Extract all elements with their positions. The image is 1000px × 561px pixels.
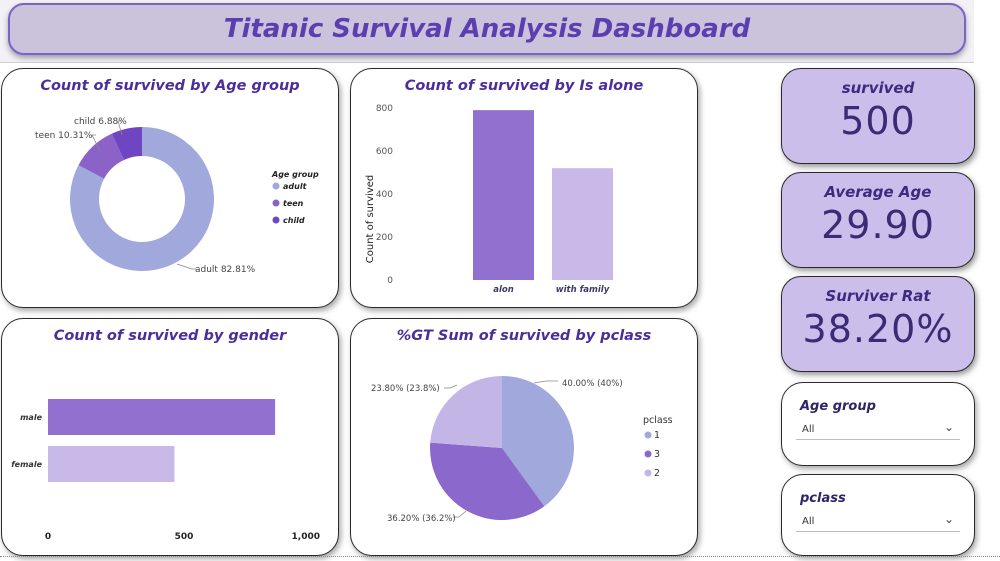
donut-data-label-adult: adult 82.81% — [195, 265, 256, 275]
page-bottom-border — [0, 556, 1000, 557]
pie-slice-pclass-1[interactable] — [502, 376, 574, 507]
pclass-slicer-label: pclass — [800, 491, 846, 506]
legend-item-pclass-3[interactable]: 3 — [654, 449, 660, 460]
donut-data-label-teen: teen 10.31% — [35, 131, 93, 141]
age-group-dropdown[interactable]: All ⌄ — [796, 419, 960, 440]
y-tick-label: 400 — [376, 190, 393, 200]
age-group-legend-title: Age group — [271, 170, 319, 179]
bar-male[interactable] — [48, 399, 276, 435]
kpi-survived-card: survived 500 — [781, 68, 975, 164]
donut-slice-adult[interactable] — [70, 127, 214, 271]
x-tick-label: alon — [493, 285, 514, 295]
kpi-average-age-value: 29.90 — [821, 203, 935, 247]
age-group-donut-chart: adult 82.81% teen 10.31% child 6.88% Age g… — [35, 117, 319, 275]
legend-marker-pclass-3 — [644, 450, 652, 458]
y-tick-label: male — [20, 413, 42, 422]
kpi-survived-value: 500 — [840, 99, 916, 143]
age-group-slicer: Age group All ⌄ — [781, 382, 975, 466]
dashboard-title-bar: Titanic Survival Analysis Dashboard — [8, 3, 966, 55]
legend-marker-adult — [272, 182, 280, 190]
kpi-survival-rate-value: 38.20% — [802, 307, 954, 351]
y-tick-label: 0 — [387, 276, 393, 286]
pie-data-label-pclass-2: 23.80% (23.8%) — [371, 384, 440, 394]
y-tick-label: 600 — [376, 147, 393, 157]
age-group-chart-card: Count of survived by Age group adult 82.… — [1, 68, 339, 308]
kpi-average-age-label: Average Age — [824, 183, 932, 201]
donut-leader-line — [117, 120, 123, 136]
is-alone-chart-card: Count of survived by Is alone 0 200 400 600… — [350, 68, 698, 308]
age-group-dropdown-value: All — [802, 424, 815, 435]
pclass-dropdown[interactable]: All ⌄ — [796, 511, 960, 532]
bar-female[interactable] — [48, 446, 175, 482]
legend-item-pclass-1[interactable]: 1 — [654, 430, 660, 441]
pclass-pie-chart: 40.00% (40%) 36.20% (36.2%) 23.80% (23.8%)… — [371, 376, 673, 524]
donut-slice-teen[interactable] — [78, 133, 124, 179]
pclass-legend-title: pclass — [643, 415, 673, 426]
donut-leader-line — [176, 263, 196, 270]
pclass-slicer: pclass All ⌄ — [781, 474, 975, 556]
gender-chart-title: Count of survived by gender — [53, 328, 287, 344]
age-group-slicer-label: Age group — [800, 399, 876, 414]
donut-leader-line — [91, 134, 101, 152]
pie-leader-line — [444, 384, 458, 389]
legend-item-pclass-2[interactable]: 2 — [654, 468, 660, 479]
kpi-average-age-card: Average Age 29.90 — [781, 172, 975, 268]
kpi-survival-rate-label: Surviver Rat — [825, 287, 931, 305]
is-alone-y-axis-label: Count of survived — [365, 175, 376, 263]
kpi-survived-label: survived — [841, 79, 915, 97]
x-tick-label: 1,000 — [292, 532, 320, 542]
legend-marker-teen — [272, 199, 280, 207]
chevron-down-icon: ⌄ — [943, 420, 954, 434]
is-alone-bar-chart: 0 200 400 600 800 Count of survived alon with… — [365, 104, 613, 295]
dashboard-title: Titanic Survival Analysis Dashboard — [223, 14, 751, 44]
pclass-dropdown-value: All — [802, 516, 815, 527]
legend-item-teen[interactable]: teen — [283, 199, 304, 208]
pie-leader-line — [533, 380, 558, 384]
age-group-chart-title: Count of survived by Age group — [40, 78, 300, 94]
legend-marker-pclass-2 — [644, 469, 652, 477]
x-tick-label: 500 — [175, 532, 194, 542]
donut-data-label-child: child 6.88% — [74, 117, 127, 127]
x-tick-label: 0 — [45, 532, 51, 542]
gender-chart-card: Count of survived by gender male female 0… — [1, 318, 339, 556]
x-tick-label: with family — [556, 285, 610, 295]
pie-slice-pclass-3[interactable] — [430, 442, 545, 520]
bar-alon[interactable] — [473, 110, 534, 281]
legend-marker-child — [272, 216, 280, 224]
pclass-chart-title: %GT Sum of survived by pclass — [396, 328, 652, 344]
y-tick-label: 800 — [376, 104, 393, 114]
bar-with-family[interactable] — [552, 168, 613, 280]
pie-leader-line — [453, 510, 467, 518]
pclass-chart-card: %GT Sum of survived by pclass 40.00% (40… — [350, 318, 698, 556]
kpi-survival-rate-card: Surviver Rat 38.20% — [781, 276, 975, 372]
gender-bar-chart: male female 0 500 1,000 — [11, 399, 320, 542]
pie-slice-pclass-2[interactable] — [430, 376, 502, 448]
y-tick-label: female — [11, 460, 42, 469]
legend-marker-pclass-1 — [644, 431, 652, 439]
pie-data-label-pclass-3: 36.20% (36.2%) — [387, 514, 456, 524]
is-alone-chart-title: Count of survived by Is alone — [404, 78, 644, 94]
donut-slice-child[interactable] — [111, 127, 142, 160]
chevron-down-icon: ⌄ — [943, 512, 954, 526]
y-tick-label: 200 — [376, 233, 393, 243]
legend-item-child[interactable]: child — [283, 216, 305, 225]
legend-item-adult[interactable]: adult — [283, 182, 308, 191]
pie-data-label-pclass-1: 40.00% (40%) — [562, 379, 623, 389]
